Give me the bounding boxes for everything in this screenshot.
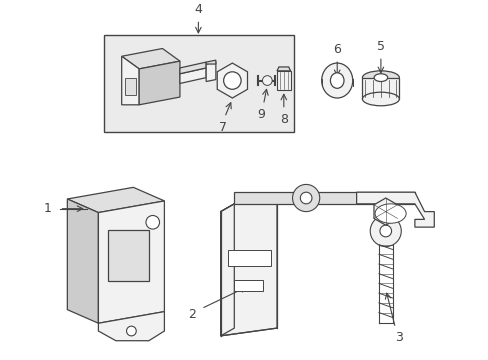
Bar [362,78,399,99]
Circle shape [369,216,401,247]
Text: 3: 3 [395,331,403,344]
Ellipse shape [374,204,406,223]
Polygon shape [277,67,290,71]
Bar [108,230,148,280]
Text: 2: 2 [187,308,195,321]
Circle shape [379,225,391,237]
Circle shape [126,326,136,336]
Polygon shape [180,68,206,84]
Text: 5: 5 [376,40,384,53]
Ellipse shape [362,92,399,106]
Polygon shape [373,198,397,225]
Ellipse shape [321,63,352,98]
Text: 9: 9 [257,108,265,121]
Polygon shape [122,56,139,105]
Bar [277,71,290,90]
Polygon shape [122,49,180,69]
Ellipse shape [362,71,399,85]
Bar [124,78,136,95]
Circle shape [262,76,272,85]
Polygon shape [220,204,277,336]
Circle shape [223,72,241,89]
Polygon shape [98,201,164,323]
Polygon shape [206,60,215,64]
Polygon shape [67,187,164,212]
Text: 8: 8 [279,113,287,126]
Text: 4: 4 [194,3,202,16]
Circle shape [300,192,311,204]
Polygon shape [356,192,433,227]
Polygon shape [98,312,164,341]
Bar [234,280,263,291]
Circle shape [145,216,159,229]
Polygon shape [217,63,247,98]
Bar [228,251,271,266]
Text: 7: 7 [218,121,226,134]
Polygon shape [139,61,180,105]
Ellipse shape [373,74,387,81]
Polygon shape [234,192,414,204]
Circle shape [292,184,319,212]
Polygon shape [180,62,206,74]
Polygon shape [206,62,215,81]
Ellipse shape [330,73,343,88]
Polygon shape [220,204,234,336]
Polygon shape [67,199,98,323]
Text: 1: 1 [44,202,52,215]
Bar [104,35,293,132]
Text: 6: 6 [333,43,341,56]
